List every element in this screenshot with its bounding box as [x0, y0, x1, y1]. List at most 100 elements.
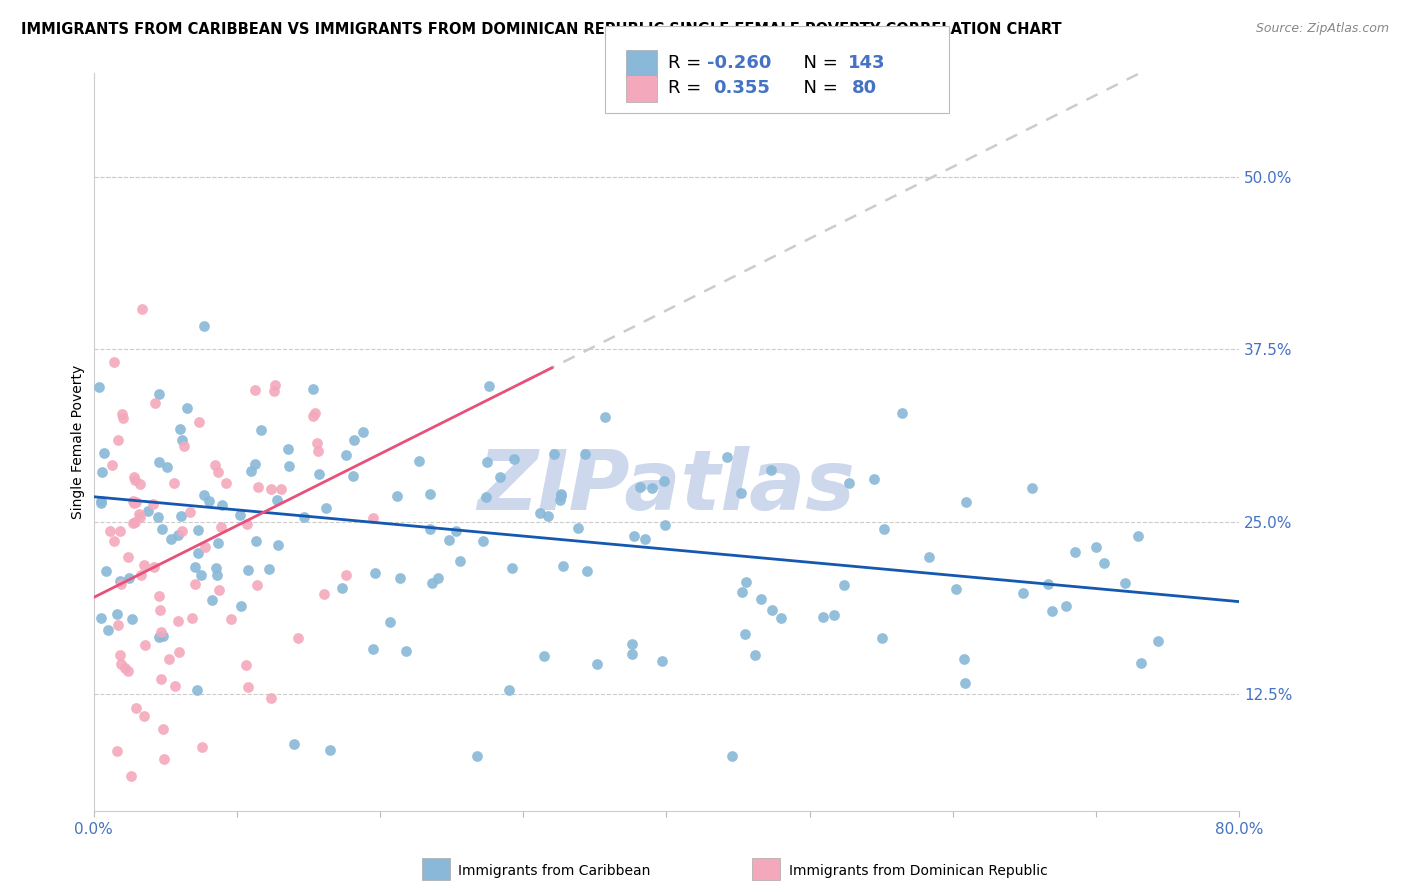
Point: [574, 447, 596, 461]
Point: [193, 319, 215, 334]
Point: [749, 591, 772, 606]
Point: [335, 568, 357, 582]
Point: [385, 489, 408, 503]
Point: [953, 676, 976, 690]
Point: [207, 536, 229, 550]
Point: [330, 581, 353, 595]
Point: [148, 387, 170, 401]
Point: [90, 611, 112, 625]
Point: [118, 571, 141, 585]
Point: [110, 577, 132, 591]
Point: [465, 749, 488, 764]
Point: [163, 475, 186, 490]
Point: [449, 554, 471, 568]
Point: [111, 408, 134, 422]
Point: [142, 497, 165, 511]
Point: [110, 574, 132, 588]
Point: [167, 614, 190, 628]
Point: [110, 657, 132, 671]
Point: [148, 455, 170, 469]
Text: IMMIGRANTS FROM CARIBBEAN VS IMMIGRANTS FROM DOMINICAN REPUBLIC SINGLE FEMALE PO: IMMIGRANTS FROM CARIBBEAN VS IMMIGRANTS …: [21, 22, 1062, 37]
Point: [308, 467, 330, 481]
Point: [1129, 657, 1152, 671]
Point: [361, 511, 384, 525]
Point: [731, 584, 754, 599]
Point: [152, 752, 174, 766]
Point: [716, 450, 738, 464]
Point: [229, 599, 252, 614]
Point: [283, 737, 305, 751]
Point: [94, 564, 117, 578]
Point: [89, 379, 111, 393]
Point: [475, 455, 498, 469]
Point: [207, 465, 229, 479]
Point: [90, 494, 112, 508]
Point: [90, 465, 112, 479]
Point: [240, 465, 263, 479]
Point: [143, 396, 166, 410]
Text: Immigrants from Dominican Republic: Immigrants from Dominican Republic: [789, 863, 1047, 878]
Point: [219, 612, 242, 626]
Point: [593, 410, 616, 425]
Point: [419, 522, 441, 536]
Point: [197, 493, 219, 508]
Point: [335, 448, 357, 462]
Point: [152, 629, 174, 643]
Point: [628, 480, 651, 494]
Text: Immigrants from Caribbean: Immigrants from Caribbean: [458, 863, 651, 878]
Point: [215, 476, 238, 491]
Point: [194, 540, 217, 554]
Point: [149, 603, 172, 617]
Point: [263, 384, 285, 398]
Point: [304, 406, 326, 420]
Point: [292, 510, 315, 524]
Point: [193, 488, 215, 502]
Point: [186, 682, 208, 697]
Point: [427, 571, 450, 585]
Point: [533, 649, 555, 664]
Text: -0.260: -0.260: [707, 54, 772, 72]
Point: [287, 631, 309, 645]
Point: [264, 378, 287, 392]
Point: [191, 739, 214, 754]
Point: [209, 520, 232, 534]
Point: [620, 637, 643, 651]
Point: [585, 657, 607, 672]
Point: [302, 409, 325, 423]
Point: [129, 510, 152, 524]
Point: [93, 446, 115, 460]
Point: [472, 534, 495, 549]
Point: [122, 496, 145, 510]
Point: [124, 515, 146, 529]
Point: [918, 550, 941, 565]
Point: [1054, 599, 1077, 613]
Point: [811, 609, 834, 624]
Point: [136, 503, 159, 517]
Point: [652, 474, 675, 488]
Point: [503, 451, 526, 466]
Point: [488, 470, 510, 484]
Point: [307, 444, 329, 458]
Point: [211, 498, 233, 512]
Point: [761, 603, 783, 617]
Point: [437, 533, 460, 547]
Point: [318, 743, 340, 757]
Point: [148, 510, 170, 524]
Point: [250, 423, 273, 437]
Point: [122, 516, 145, 530]
Point: [190, 568, 212, 582]
Point: [105, 744, 128, 758]
Point: [201, 593, 224, 607]
Point: [641, 481, 664, 495]
Point: [266, 493, 288, 508]
Point: [270, 482, 292, 496]
Point: [278, 459, 301, 474]
Point: [108, 524, 131, 538]
Point: [1021, 482, 1043, 496]
Point: [243, 458, 266, 472]
Point: [125, 701, 148, 715]
Point: [156, 460, 179, 475]
Point: [576, 564, 599, 578]
Point: [90, 496, 112, 510]
Point: [474, 490, 496, 504]
